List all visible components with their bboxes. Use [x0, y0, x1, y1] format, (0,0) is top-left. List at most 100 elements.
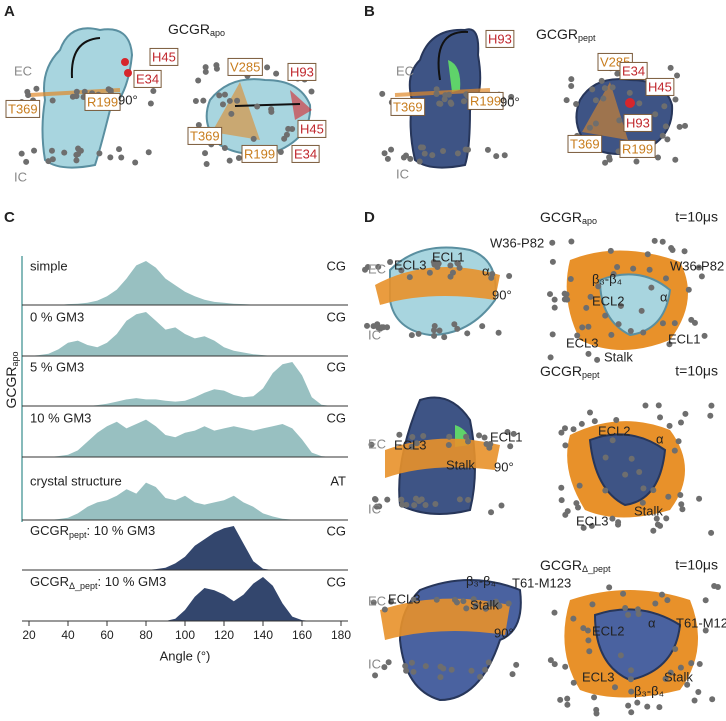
protein-pept-top — [588, 433, 667, 507]
lipid-dot — [31, 147, 38, 154]
lipid-dot — [564, 701, 571, 708]
triangle — [212, 82, 260, 140]
lipid-dot — [630, 265, 637, 272]
lipid-dot — [586, 124, 593, 131]
lipid-dot — [655, 154, 662, 161]
lipid-dot — [676, 123, 683, 130]
lipid-dot — [666, 341, 673, 348]
lipid-dot — [564, 695, 571, 702]
lipid-dot — [476, 432, 483, 439]
annotation: T61-M123 — [676, 615, 726, 630]
x-tick-label: 100 — [175, 628, 195, 642]
annotation: ECL3 — [582, 669, 615, 684]
lipid-dot — [666, 422, 673, 429]
lipid-dot — [437, 674, 444, 681]
residue-label: V285 — [230, 59, 260, 74]
residue-label: E34 — [622, 63, 645, 78]
lipid-dot — [639, 499, 646, 506]
lipid-dot — [656, 704, 663, 711]
lipid-dot — [625, 702, 632, 709]
lipid-dot — [107, 154, 114, 161]
panel-title: GCGRapo — [168, 21, 225, 39]
lipid-dot — [431, 332, 438, 339]
lipid-dot — [226, 97, 233, 104]
time-label: t=10μs — [675, 209, 718, 225]
lipid-dot — [73, 88, 80, 95]
residue-label: R199 — [87, 94, 118, 109]
panel-letter: C — [4, 209, 15, 226]
lipid-dot — [381, 606, 388, 613]
lipid-dot — [682, 122, 689, 129]
annotation: β₃-β₄ — [592, 271, 622, 286]
annotation: 90° — [492, 287, 512, 302]
annotation: W36-P82 — [490, 235, 544, 250]
lipid-dot — [482, 605, 489, 612]
lipid-dot — [642, 402, 649, 409]
lipid-dot — [254, 103, 261, 110]
lipid-dot — [48, 147, 55, 154]
density-area — [29, 526, 341, 570]
lipid-dot — [611, 684, 618, 691]
lipid-dot — [132, 159, 139, 166]
lipid-dot — [679, 506, 686, 513]
residue — [121, 58, 129, 66]
lipid-dot — [442, 92, 449, 99]
lipid-dot — [695, 689, 702, 696]
lipid-dot — [570, 679, 577, 686]
lipid-dot — [653, 515, 660, 522]
lipid-dot — [384, 324, 391, 331]
lipids — [375, 267, 500, 305]
lipid-dot — [702, 597, 709, 604]
lipid-dot — [422, 502, 429, 509]
lipid-dot — [69, 93, 76, 100]
lipid-dot — [589, 86, 596, 93]
lipid-dot — [674, 72, 681, 79]
lipid-dot — [75, 145, 82, 152]
lipid-dot — [682, 410, 689, 417]
lipid-dot — [477, 673, 484, 680]
lipid-dot — [562, 663, 569, 670]
lipid-dot — [384, 496, 391, 503]
lipid-dot — [49, 156, 56, 163]
annotation: α — [660, 289, 668, 304]
lipid-dot — [675, 438, 682, 445]
triangle — [290, 90, 312, 120]
lipid-dot — [677, 664, 684, 671]
lipid-dot — [375, 263, 382, 270]
lipid-dot — [221, 91, 228, 98]
density-area — [29, 577, 341, 621]
lipid-dot — [685, 286, 692, 293]
lipid-dot — [203, 161, 210, 168]
lipid-dot — [583, 304, 590, 311]
lipid-dot — [447, 273, 454, 280]
lipid-dot — [570, 426, 577, 433]
lipid-dot — [416, 158, 423, 165]
lipid-dot — [593, 710, 600, 717]
lipid-dot — [547, 291, 554, 298]
label-box — [619, 61, 648, 80]
lipid-dot — [75, 151, 82, 158]
lipid-dot — [411, 502, 418, 509]
lipid-dot — [570, 615, 577, 622]
lipid-dot — [433, 91, 440, 98]
lipid-dot — [364, 263, 371, 270]
lipid-dot — [602, 159, 609, 166]
lipids — [380, 598, 510, 640]
annotation: 90° — [500, 94, 520, 109]
lipid-dot — [568, 76, 575, 83]
panel-title: GCGRapo — [3, 351, 21, 408]
lipid-dot — [493, 153, 500, 160]
lipid-dot — [431, 323, 438, 330]
lipid-dot — [585, 637, 592, 644]
time-label: t=10μs — [675, 363, 718, 379]
lipid-dot — [622, 604, 629, 611]
density-area — [29, 419, 341, 457]
lipid-dot — [456, 264, 463, 271]
lipid-dot — [661, 103, 668, 110]
model-label: CG — [327, 574, 347, 589]
lipid-dot — [421, 150, 428, 157]
lipid-dot — [602, 454, 609, 461]
title-sub: pept — [578, 33, 596, 43]
lipid-dot — [659, 591, 666, 598]
label-box — [467, 91, 504, 110]
